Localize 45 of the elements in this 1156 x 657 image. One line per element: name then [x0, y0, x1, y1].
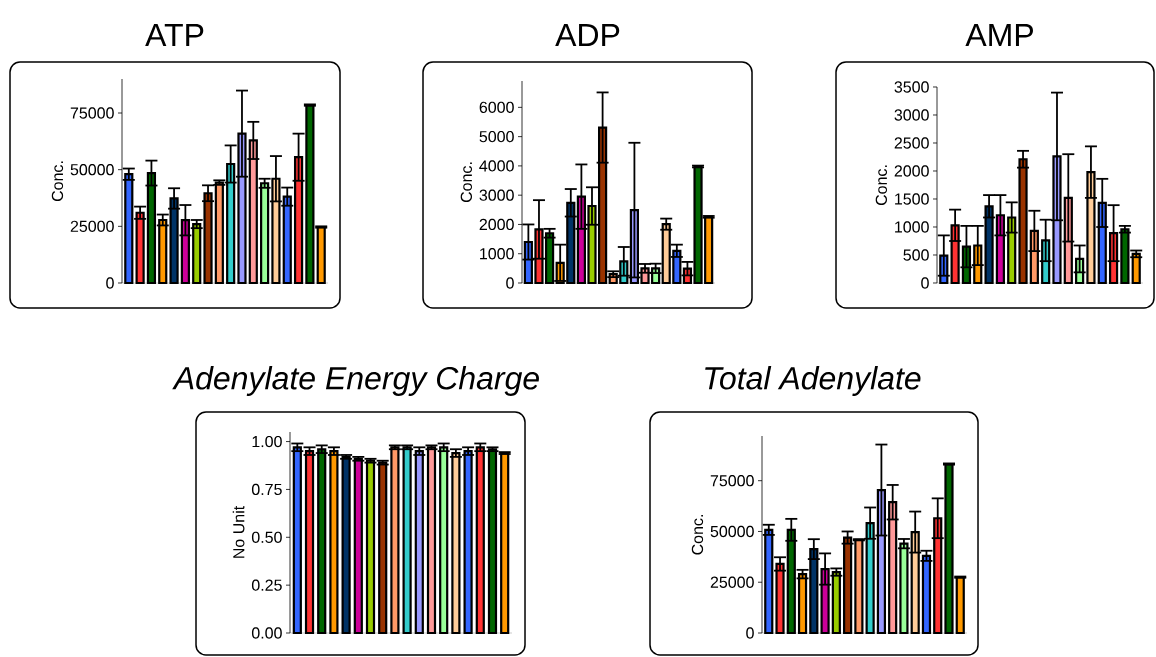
y-tick-label: 3000 [479, 189, 514, 201]
y-axis-title: Conc. [691, 515, 704, 555]
y-tick-label: 0 [106, 277, 114, 289]
y-tick-label: 1000 [480, 248, 514, 260]
y-axis-title: Conc. [875, 165, 888, 206]
y-tick-label: 5000 [479, 130, 514, 143]
y-tick-label: 0 [921, 277, 929, 289]
y-tick-label: 50000 [70, 164, 114, 176]
y-tick-label: 1500 [895, 193, 929, 205]
y-axis-title: Conc. [51, 161, 64, 202]
bar [1131, 252, 1141, 285]
y-tick-label: 25000 [710, 576, 754, 588]
bar [158, 218, 168, 285]
y-tick-label: 25000 [70, 220, 114, 232]
y-axis-title: No Unit [232, 505, 245, 558]
bar [955, 576, 965, 635]
chart-title: ADP [555, 24, 620, 46]
y-tick-label: 0.00 [251, 627, 282, 639]
chart-title: Total Adenylate [705, 366, 921, 396]
y-tick-label: 3500 [894, 81, 929, 93]
y-axis-title: Conc. [460, 162, 473, 203]
bar [135, 211, 145, 285]
y-tick-label: 75000 [70, 107, 114, 119]
y-tick-label: 0.75 [251, 483, 282, 496]
y-tick-label: 1000 [895, 221, 929, 233]
bar [921, 554, 932, 635]
y-tick-label: 0 [506, 277, 514, 289]
y-tick-label: 4000 [479, 160, 514, 172]
bar [797, 573, 808, 635]
chart-title: ATP [145, 24, 204, 46]
y-tick-label: 0.25 [251, 579, 282, 591]
y-tick-label: 6000 [479, 101, 514, 114]
y-tick-label: 2000 [894, 165, 929, 177]
y-tick-label: 500 [903, 249, 929, 261]
y-tick-label: 2000 [479, 218, 514, 231]
y-tick-label: 50000 [710, 525, 754, 538]
y-tick-label: 75000 [710, 475, 754, 487]
y-tick-label: 0.50 [251, 531, 282, 543]
y-tick-label: 0 [746, 627, 754, 639]
bar [775, 562, 785, 635]
chart-title: AMP [965, 24, 1033, 46]
y-tick-label: 1.00 [252, 435, 282, 448]
y-tick-label: 2500 [894, 137, 929, 149]
y-tick-label: 3000 [894, 109, 929, 121]
chart-title: Adenylate Energy Charge [172, 366, 539, 396]
